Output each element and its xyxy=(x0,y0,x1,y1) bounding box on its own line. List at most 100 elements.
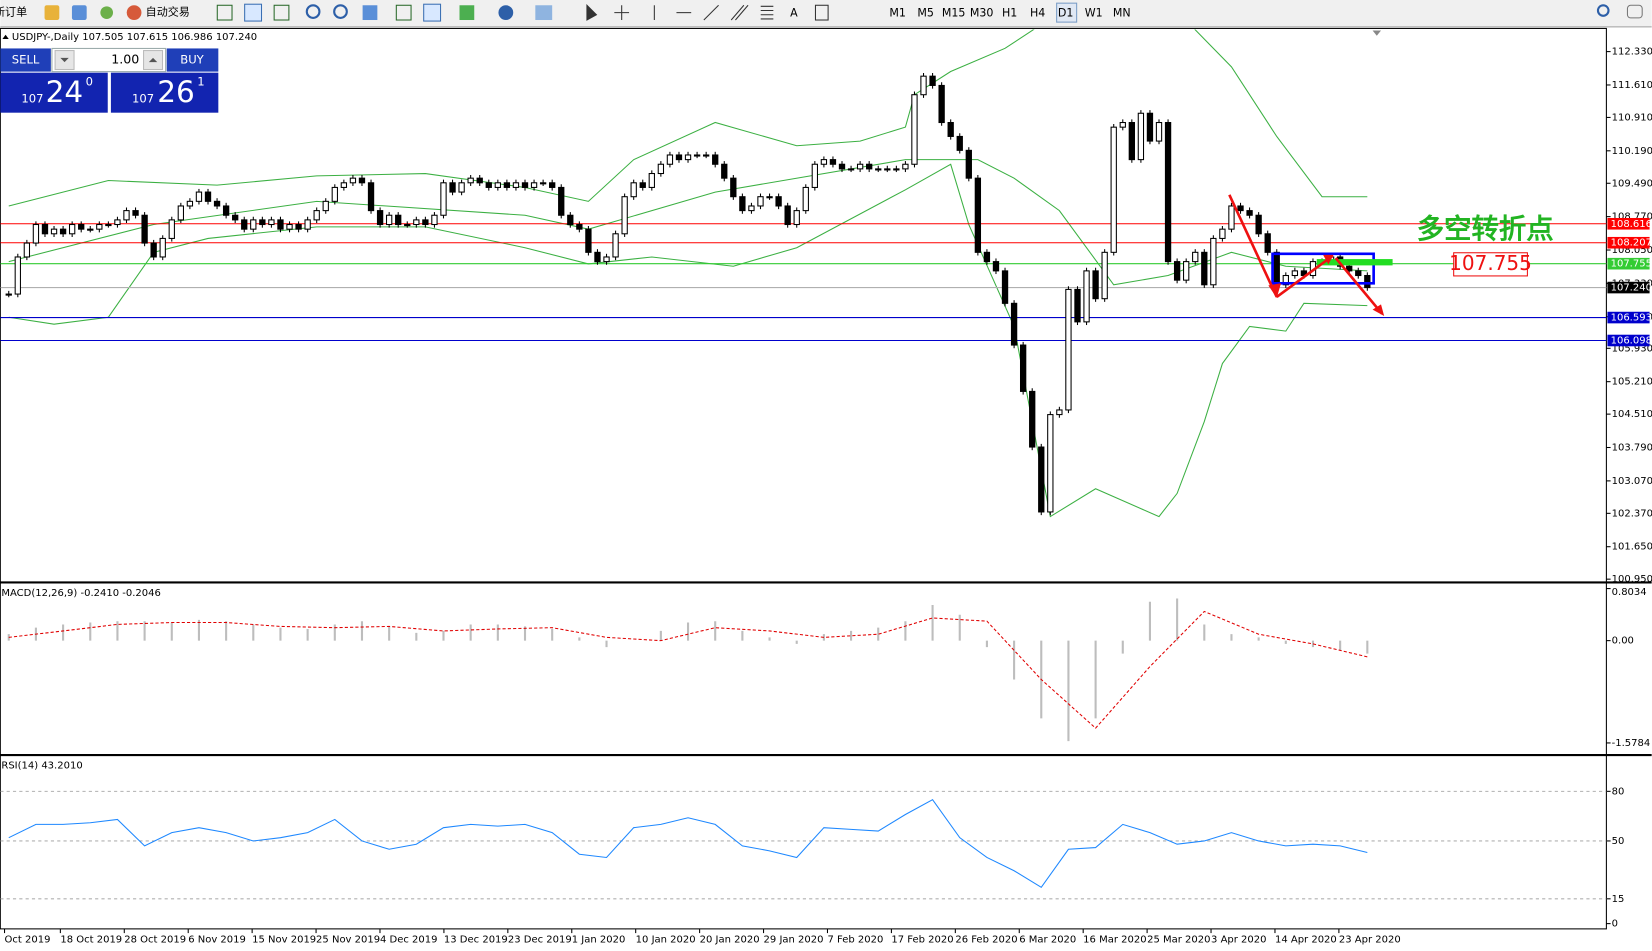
auto-trading[interactable]: 自动交易 xyxy=(146,5,190,19)
icon[interactable] xyxy=(703,4,719,21)
macd-signal xyxy=(8,610,1368,729)
candle xyxy=(268,219,275,226)
y-tick-label: 109.490 xyxy=(1612,178,1652,189)
volume[interactable]: 1.00 xyxy=(111,52,139,67)
sell-button[interactable] xyxy=(0,48,51,72)
candle xyxy=(1228,205,1235,230)
icon[interactable] xyxy=(273,4,290,21)
icon[interactable] xyxy=(305,4,321,19)
icon[interactable] xyxy=(586,3,598,21)
icon[interactable] xyxy=(498,5,514,21)
ask-big: 107 xyxy=(132,91,154,105)
timeframe[interactable]: D1 xyxy=(1058,7,1074,20)
search-icon[interactable] xyxy=(1596,4,1610,17)
icon[interactable] xyxy=(395,4,412,21)
icon[interactable] xyxy=(535,5,553,21)
timeframe[interactable]: MN xyxy=(1113,7,1131,20)
bid-box[interactable] xyxy=(0,72,108,113)
shift-marker xyxy=(1372,30,1382,36)
candle xyxy=(476,177,483,184)
candle xyxy=(1101,251,1108,300)
timeframe[interactable]: W1 xyxy=(1085,7,1103,20)
candle xyxy=(1038,446,1045,513)
toolbar-bg xyxy=(0,0,1652,28)
y-tick-label: 0.00 xyxy=(1612,636,1634,647)
timeframes: M1 M5 M15 M30 H1 H4 D1 W1 MN xyxy=(889,2,1131,23)
candle xyxy=(440,182,447,216)
x-tick-label: 3 Apr 2020 xyxy=(1211,934,1266,945)
candle xyxy=(784,205,791,226)
x-tick-label: 25 Mar 2020 xyxy=(1147,934,1210,945)
candle xyxy=(539,182,547,185)
timeframe[interactable]: M1 xyxy=(889,7,906,20)
timeframe[interactable]: M15 xyxy=(942,7,966,20)
text-tool[interactable]: A xyxy=(790,7,798,20)
candle xyxy=(78,223,85,230)
candle xyxy=(1146,112,1154,142)
icon[interactable] xyxy=(423,3,442,22)
icon[interactable] xyxy=(362,5,378,21)
candle xyxy=(232,214,239,221)
up-icon xyxy=(148,57,158,63)
volume-input[interactable] xyxy=(51,47,167,73)
icon[interactable] xyxy=(44,5,60,21)
icon[interactable] xyxy=(71,5,87,21)
chat-icon[interactable] xyxy=(1626,4,1643,19)
icon[interactable] xyxy=(100,6,114,19)
sell-label[interactable]: SELL xyxy=(12,53,40,67)
candle xyxy=(693,154,701,157)
candle xyxy=(68,223,76,235)
candle xyxy=(875,168,882,171)
candle xyxy=(5,293,12,296)
candle xyxy=(947,122,954,137)
x-tick-label: 25 Nov 2019 xyxy=(316,934,380,945)
candle xyxy=(567,214,574,226)
icon[interactable] xyxy=(333,4,348,19)
candle xyxy=(404,223,411,227)
timeframe[interactable]: M30 xyxy=(970,7,994,20)
candle xyxy=(1001,270,1009,304)
icon[interactable] xyxy=(814,4,829,21)
icon[interactable] xyxy=(459,5,475,21)
candle xyxy=(322,200,329,212)
timeframe[interactable]: H1 xyxy=(1002,7,1017,20)
icon[interactable] xyxy=(244,3,263,22)
candle xyxy=(413,219,420,226)
candle xyxy=(558,186,565,216)
candle xyxy=(14,256,21,295)
rsi-pane xyxy=(0,790,1607,900)
range-box xyxy=(1271,252,1375,285)
timeframe[interactable]: H4 xyxy=(1030,7,1045,20)
buy-label[interactable]: BUY xyxy=(180,53,204,67)
y-tick-label: 15 xyxy=(1612,894,1625,905)
icon[interactable] xyxy=(216,4,233,21)
icon[interactable] xyxy=(730,4,749,21)
level-tag xyxy=(1607,236,1650,249)
y-tick-label: 108.770 xyxy=(1612,212,1652,223)
x-tick-label: 4 Dec 2019 xyxy=(380,934,438,945)
y-tick-label: 50 xyxy=(1612,836,1625,847)
candle xyxy=(150,242,157,258)
new-order[interactable]: 新订单 xyxy=(0,5,27,19)
collapse-icon[interactable] xyxy=(2,34,9,39)
y-tick-label: 105.210 xyxy=(1612,377,1652,388)
ask-fraction: 1 xyxy=(197,75,204,89)
x-tick-label: 6 Nov 2019 xyxy=(188,934,246,945)
buy-button[interactable] xyxy=(166,48,219,72)
candle xyxy=(222,205,230,216)
icon[interactable] xyxy=(760,5,774,20)
bid-pips: 24 xyxy=(46,75,84,109)
candle xyxy=(295,223,302,230)
candle xyxy=(277,219,284,230)
candle xyxy=(1264,233,1271,253)
y-tick-label: 103.070 xyxy=(1612,476,1652,487)
icon[interactable] xyxy=(126,5,142,21)
icon[interactable] xyxy=(614,5,630,21)
ask-box[interactable] xyxy=(110,72,219,113)
bollinger-lower xyxy=(8,163,1368,518)
candle xyxy=(838,163,846,170)
timeframe[interactable]: M5 xyxy=(917,7,934,20)
y-tick-label: 111.610 xyxy=(1612,80,1652,91)
candle xyxy=(340,182,348,188)
x-tick-label: 14 Apr 2020 xyxy=(1275,934,1337,945)
